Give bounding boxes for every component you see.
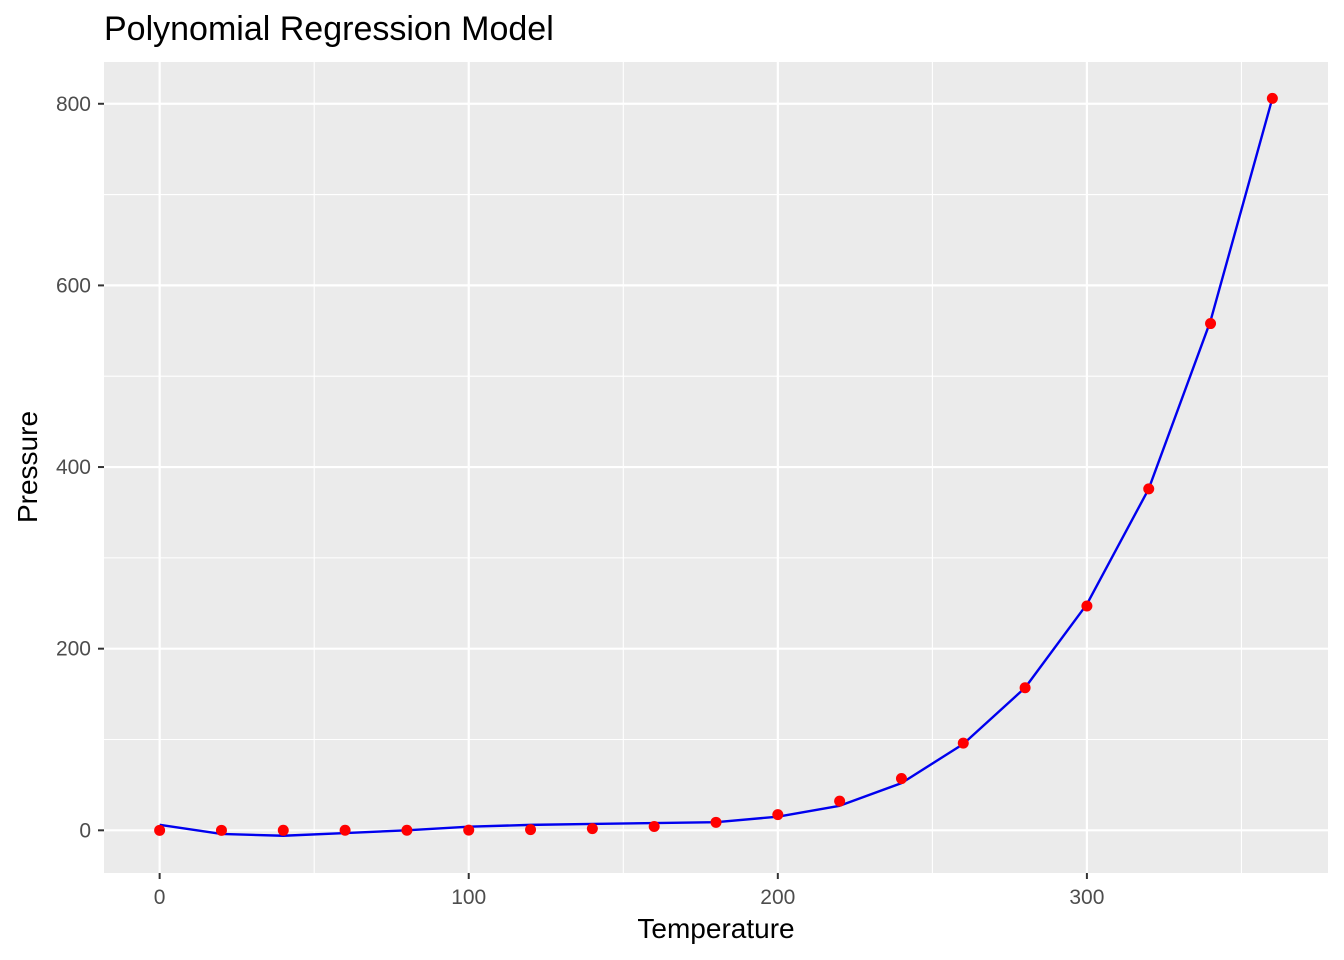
data-point xyxy=(957,737,969,749)
data-point xyxy=(895,773,907,785)
data-point xyxy=(277,824,289,836)
data-point xyxy=(339,824,351,836)
data-point xyxy=(1143,483,1155,495)
major-gridlines xyxy=(104,62,1328,873)
y-tick-label: 200 xyxy=(56,638,91,661)
data-point xyxy=(154,824,166,836)
x-tick-label: 100 xyxy=(451,886,486,909)
y-axis-title: Pressure xyxy=(12,411,43,523)
series-layer xyxy=(154,92,1278,837)
data-point xyxy=(525,824,537,836)
x-axis-title: Temperature xyxy=(637,913,794,944)
y-axis: 0 200 400 600 800 xyxy=(56,93,104,842)
data-point xyxy=(772,809,784,821)
data-point xyxy=(215,824,227,836)
data-point xyxy=(1205,318,1217,330)
y-tick-label: 0 xyxy=(79,819,91,842)
data-point xyxy=(463,824,475,836)
chart-title: Polynomial Regression Model xyxy=(104,10,554,48)
data-point xyxy=(834,795,846,807)
x-axis: 0 100 200 300 xyxy=(154,873,1104,909)
x-tick-label: 0 xyxy=(154,886,166,909)
x-tick-label: 200 xyxy=(760,886,795,909)
data-point xyxy=(1266,92,1278,104)
y-tick-label: 800 xyxy=(56,93,91,116)
y-tick-label: 400 xyxy=(56,456,91,479)
data-point xyxy=(401,824,413,836)
data-point xyxy=(1019,682,1031,694)
data-point xyxy=(648,821,660,833)
y-tick-label: 600 xyxy=(56,274,91,297)
x-tick-label: 300 xyxy=(1069,886,1104,909)
data-point xyxy=(710,816,722,828)
data-point xyxy=(1081,600,1093,612)
data-point xyxy=(586,823,598,835)
